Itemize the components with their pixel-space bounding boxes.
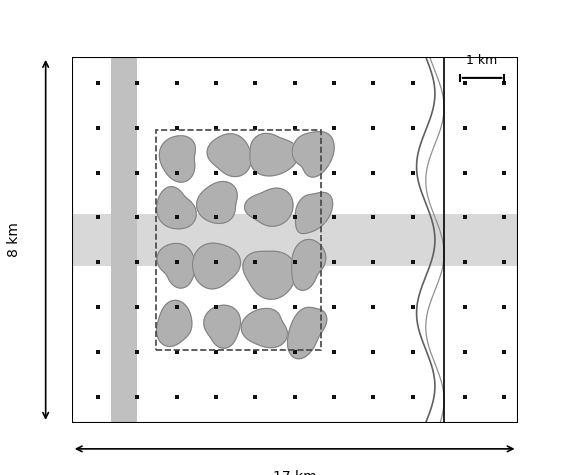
Polygon shape bbox=[288, 307, 327, 359]
Polygon shape bbox=[159, 136, 196, 182]
Text: 8 km: 8 km bbox=[7, 222, 21, 257]
Polygon shape bbox=[243, 251, 296, 299]
Polygon shape bbox=[292, 239, 326, 290]
Polygon shape bbox=[204, 305, 240, 348]
Polygon shape bbox=[156, 300, 192, 346]
Polygon shape bbox=[244, 188, 293, 226]
Polygon shape bbox=[250, 133, 298, 176]
Text: 17 km: 17 km bbox=[273, 470, 316, 475]
Polygon shape bbox=[156, 187, 196, 229]
Polygon shape bbox=[296, 192, 333, 234]
Polygon shape bbox=[242, 308, 288, 348]
Bar bbox=[72, 214, 518, 266]
Text: 1 km: 1 km bbox=[466, 55, 498, 67]
Bar bbox=[111, 57, 137, 423]
Bar bbox=[156, 130, 321, 350]
Polygon shape bbox=[292, 132, 334, 177]
Polygon shape bbox=[197, 181, 237, 223]
Polygon shape bbox=[207, 134, 251, 177]
Polygon shape bbox=[193, 243, 240, 289]
Polygon shape bbox=[157, 243, 195, 288]
